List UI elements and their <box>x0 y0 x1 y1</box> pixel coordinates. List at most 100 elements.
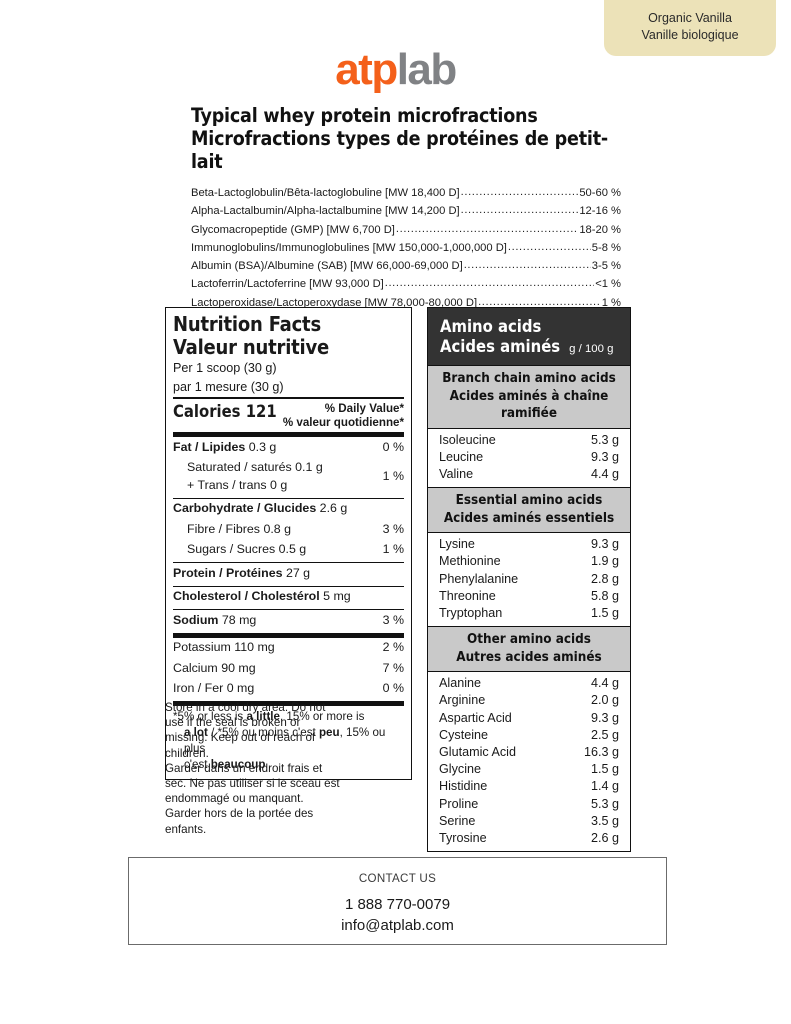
amino-acid-value: 5.3 g <box>590 796 619 811</box>
leader-dots: ........................................… <box>395 222 578 235</box>
leader-dots: ........................................… <box>463 259 591 272</box>
amino-section-title-fr: Autres acides aminés <box>456 649 602 665</box>
nutrient-row-protein: Protein / Protéines 27 g <box>173 563 404 584</box>
leader-dots: ........................................… <box>460 186 579 198</box>
amino-title-en: Amino acids <box>440 317 542 336</box>
microfraction-row: Lactoperoxidase/Lactoperoxydase [MW 78,0… <box>191 294 621 312</box>
amino-section-title-en: Essential amino acids <box>455 493 603 509</box>
amino-acid-row: Phenylalanine 2.8 g <box>439 571 619 588</box>
amino-acid-name: Threonine <box>439 588 496 603</box>
amino-unit: g / 100 g <box>569 342 614 355</box>
fat-label: Fat / Lipides <box>173 439 246 454</box>
amino-acid-name: Phenylalanine <box>439 571 519 586</box>
amino-acid-name: Glutamic Acid <box>439 744 516 759</box>
nutrient-row-carbohydrate: Carbohydrate / Glucides 2.6 g <box>173 499 404 520</box>
iron-percent: 0 % <box>382 681 404 695</box>
leader-dots: ........................................… <box>460 204 579 217</box>
amino-acid-row: Aspartic Acid 9.3 g <box>439 710 619 727</box>
amino-section-rows: Isoleucine 5.3 g Leucine 9.3 g Valine 4.4 g <box>428 429 630 488</box>
fat-value: 0.3 g <box>248 439 277 454</box>
flavour-label-fr: Vanille biologique <box>641 28 739 42</box>
saturated-label: Saturated / saturés <box>187 460 292 474</box>
calcium-label: Calcium 90 mg <box>173 660 256 675</box>
contact-phone[interactable]: 1 888 770-0079 <box>344 896 451 913</box>
amino-acid-name: Glycine <box>439 762 481 777</box>
sodium-value: 78 mg <box>221 612 257 627</box>
microfraction-row: Beta-Lactoglobulin/Bêta-lactoglobuline [… <box>191 184 621 202</box>
serving-size-en: Per 1 scoop (30 g) <box>173 361 277 375</box>
nutrition-facts-panel: Nutrition Facts Valeur nutritive Per 1 s… <box>165 307 412 780</box>
calories-label-value: Calories 121 <box>173 402 277 421</box>
nutrition-title-fr: Valeur nutritive <box>173 334 330 359</box>
divider <box>173 432 404 437</box>
amino-acid-name: Isoleucine <box>439 432 496 447</box>
leader-dots: ........................................… <box>478 295 601 308</box>
amino-acids-header: Amino acids Acides aminés g / 100 g <box>428 308 630 365</box>
storage-instructions: Store in a cool dry area. Do not use if … <box>165 700 345 837</box>
microfractions-title-fr: Microfractions types de protéines de pet… <box>191 127 608 173</box>
amino-section-header: Branch chain amino acids Acides aminés à … <box>428 365 630 429</box>
amino-section-title-en: Branch chain amino acids <box>442 371 616 386</box>
sugars-label: Sugars / Sucres <box>187 542 276 556</box>
amino-acid-row: Arginine 2.0 g <box>439 692 619 709</box>
daily-value-header: % Daily Value* % valeur quotidienne* <box>283 402 404 430</box>
footnote-2b: / *5% ou moins c'est <box>207 726 319 739</box>
microfraction-name: Lactoferrin/Lactoferrine [MW 93,000 D] <box>191 278 384 291</box>
daily-value-header-fr: % valeur quotidienne* <box>282 416 404 429</box>
amino-acid-value: 9.3 g <box>590 449 619 464</box>
microfraction-name: Albumin (BSA)/Albumine (SAB) [MW 66,000-… <box>191 260 463 273</box>
microfractions-title-en: Typical whey protein microfractions <box>191 104 538 127</box>
fibre-percent: 3 % <box>382 521 404 536</box>
amino-acid-name: Proline <box>439 796 479 811</box>
storage-text-fr-1: Garder dans un endroit frais et sec. Ne … <box>165 761 340 806</box>
amino-acid-row: Proline 5.3 g <box>439 796 619 813</box>
microfractions-section: Typical whey protein microfractions Micr… <box>191 104 621 312</box>
nutrient-row-fibre: Fibre / Fibres 0.8 g 3 % <box>173 519 404 540</box>
footnote-1c: , 15% or more is <box>279 710 365 723</box>
amino-acid-value: 2.8 g <box>590 571 619 586</box>
nutrient-row-sugars: Sugars / Sucres 0.5 g 1 % <box>173 540 404 561</box>
flavour-label-en: Organic Vanilla <box>648 11 732 25</box>
calories-value: 121 <box>245 402 277 421</box>
amino-acid-row: Leucine 9.3 g <box>439 449 619 466</box>
footnote-3b: beaucoup <box>210 758 266 771</box>
amino-acid-value: 1.9 g <box>590 554 619 569</box>
amino-acid-name: Arginine <box>439 693 486 708</box>
amino-acid-value: 9.3 g <box>590 710 619 725</box>
amino-acid-name: Tryptophan <box>439 605 503 620</box>
saturated-value: 0.1 g <box>295 460 323 474</box>
amino-acid-value: 1.5 g <box>590 605 619 620</box>
divider <box>173 701 404 706</box>
calories-row: Calories 121 % Daily Value* % valeur quo… <box>173 399 404 430</box>
amino-acid-name: Methionine <box>439 554 501 569</box>
amino-acid-value: 1.4 g <box>590 779 619 794</box>
iron-label: Iron / Fer 0 mg <box>173 681 255 695</box>
saturated-trans-percent: 1 % <box>382 468 404 483</box>
microfraction-name: Glycomacropeptide (GMP) [MW 6,700 D] <box>191 223 395 236</box>
microfraction-name: Immunoglobulins/Immunoglobulines [MW 150… <box>191 241 507 254</box>
divider <box>173 609 404 610</box>
nutrient-row-sodium: Sodium 78 mg 3 % <box>173 610 404 631</box>
daily-value-footnote: *5% or less is a little, 15% or more is … <box>173 706 404 773</box>
footnote-2d: , 15% ou plus <box>184 726 386 755</box>
amino-section-rows: Lysine 9.3 g Methionine 1.9 g Phenylalanine 2… <box>428 533 630 626</box>
brand-logo-lab: lab <box>396 45 458 94</box>
contact-email[interactable]: info@atplab.com <box>341 917 454 934</box>
leader-dots: ........................................… <box>384 277 594 290</box>
brand-logo: atplab <box>0 48 791 92</box>
amino-title-fr: Acides aminés <box>440 336 561 356</box>
amino-acid-value: 2.0 g <box>590 693 619 708</box>
brand-logo-atp: atp <box>335 45 398 94</box>
amino-acid-name: Serine <box>439 813 476 828</box>
amino-acid-row: Serine 3.5 g <box>439 813 619 830</box>
nutrient-row-fat: Fat / Lipides 0.3 g 0 % <box>173 437 404 458</box>
microfraction-row: Lactoferrin/Lactoferrine [MW 93,000 D]..… <box>191 275 621 293</box>
amino-acid-value: 3.5 g <box>590 813 619 828</box>
calories-label: Calories <box>173 402 241 421</box>
amino-acids-sections: Branch chain amino acids Acides aminés à … <box>428 365 630 851</box>
microfraction-row: Alpha-Lactalbumin/Alpha-lactalbumine [MW… <box>191 202 621 220</box>
amino-acid-row: Glycine 1.5 g <box>439 761 619 778</box>
footnote-1b: a little <box>246 710 280 723</box>
amino-acid-row: Methionine 1.9 g <box>439 553 619 570</box>
footnote-3a: c'est <box>184 758 211 771</box>
